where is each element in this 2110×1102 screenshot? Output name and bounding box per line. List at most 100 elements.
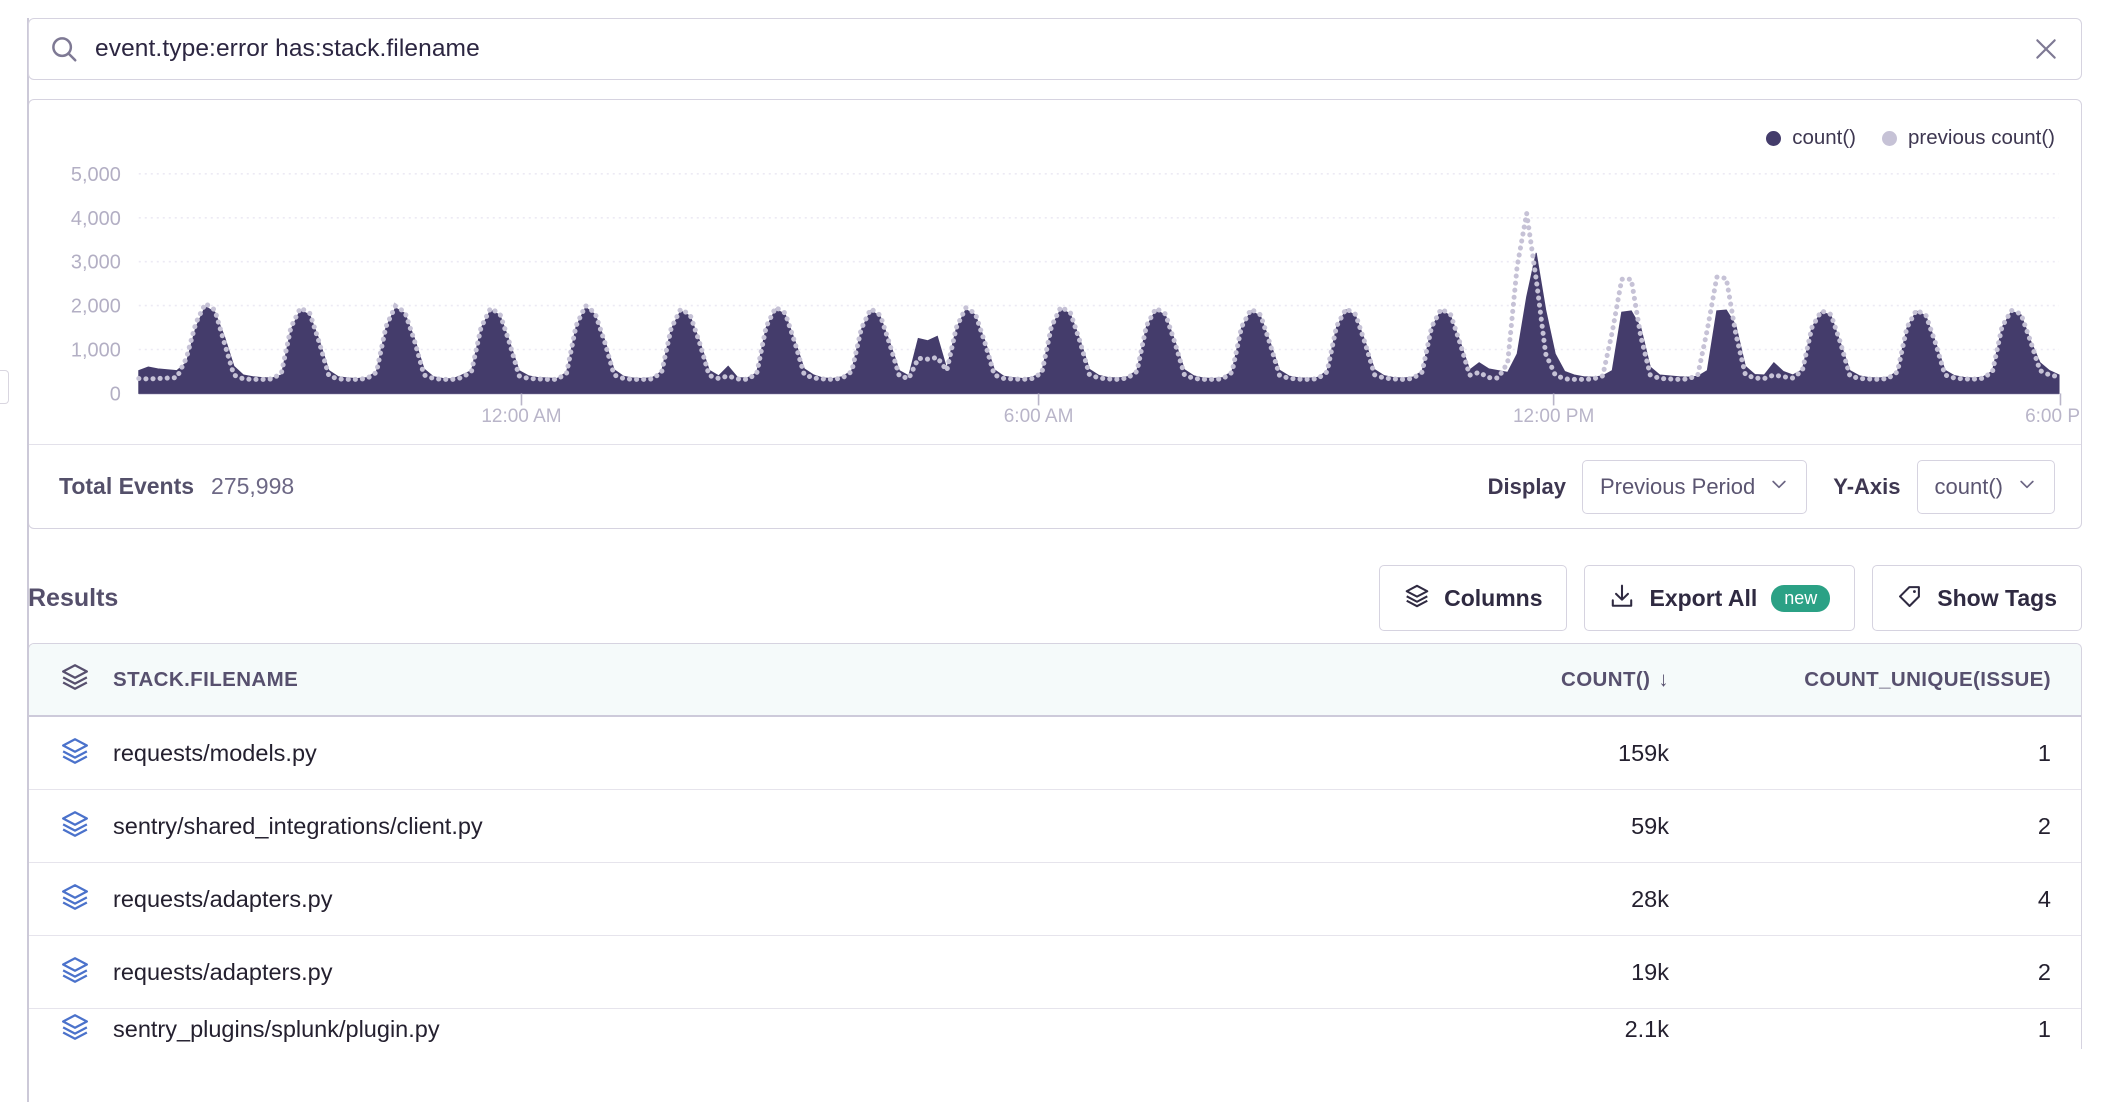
chart-controls: Display Previous Period Y-Axis count() — [1487, 459, 2055, 514]
y-axis-label: Y-Axis — [1833, 473, 1901, 499]
stack-filename-value: requests/adapters.py — [113, 885, 333, 912]
display-select[interactable]: Previous Period — [1581, 459, 1808, 514]
total-events-label: Total Events — [59, 473, 195, 499]
cell-count: 28k — [1301, 886, 1721, 913]
legend-item-count[interactable]: count() — [1766, 126, 1856, 150]
y-tick-label: 1,000 — [71, 339, 121, 361]
sort-desc-icon: ↓ — [1658, 667, 1669, 691]
columns-button[interactable]: Columns — [1379, 565, 1568, 631]
layers-icon — [1404, 583, 1430, 614]
stack-filename-value: sentry_plugins/splunk/plugin.py — [113, 1015, 440, 1042]
layers-icon — [60, 736, 90, 771]
table-body: requests/models.py 159k 1 sentry/shared_in… — [29, 717, 2081, 1049]
count-unique-value: 2 — [2037, 958, 2051, 985]
sidebar-collapse-handle[interactable] — [0, 370, 9, 404]
search-input[interactable]: event.type:error has:stack.filename — [95, 35, 480, 62]
count-value: 28k — [1631, 885, 1669, 912]
legend-label-previous-count: previous count() — [1908, 126, 2055, 149]
table-header-count-unique-issue-label: COUNT_UNIQUE(ISSUE) — [1804, 667, 2051, 691]
count-value: 59k — [1631, 812, 1669, 839]
legend-dot-count — [1766, 130, 1782, 146]
cell-count: 2.1k — [1301, 1016, 1721, 1043]
table-row[interactable]: requests/models.py 159k 1 — [29, 717, 2081, 790]
count-unique-value: 1 — [2037, 1015, 2051, 1042]
y-tick-label: 2,000 — [71, 296, 121, 318]
chart-legend: count() previous count() — [1766, 126, 2055, 150]
layers-icon — [60, 809, 90, 844]
y-axis-select[interactable]: count() — [1916, 459, 2055, 514]
total-events-value: 275,998 — [211, 473, 295, 499]
stack-filename-value: requests/adapters.py — [113, 958, 333, 985]
display-label: Display — [1487, 473, 1566, 499]
chevron-down-icon — [1769, 474, 1789, 499]
series-previous-count-line — [139, 213, 2059, 379]
chart-x-axis: 12:00 AM 6:00 AM 12:00 PM 6:00 PM — [29, 406, 2081, 434]
table-header-count[interactable]: COUNT() ↓ — [1301, 668, 1721, 692]
table-header-count-unique-issue[interactable]: COUNT_UNIQUE(ISSUE) — [1721, 668, 2081, 692]
count-unique-value: 2 — [2037, 812, 2051, 839]
y-tick-label: 5,000 — [71, 164, 121, 186]
table-header-stack-filename[interactable]: STACK.FILENAME — [29, 662, 1301, 697]
layers-icon — [60, 662, 90, 697]
display-select-value: Previous Period — [1599, 473, 1756, 499]
y-tick-label: 3,000 — [71, 252, 121, 274]
x-tick-label: 12:00 PM — [1512, 406, 1595, 427]
cell-stack-filename[interactable]: sentry/shared_integrations/client.py — [29, 809, 1301, 844]
cell-count-unique-issue: 2 — [1721, 813, 2081, 840]
cell-stack-filename[interactable]: sentry_plugins/splunk/plugin.py — [29, 1012, 1301, 1047]
events-chart[interactable]: count() previous count() 0 1,000 2,000 3,00… — [29, 100, 2081, 444]
table-row[interactable]: sentry/shared_integrations/client.py 59k 2 — [29, 790, 2081, 863]
tag-icon — [1897, 583, 1923, 614]
export-all-button[interactable]: Export All new — [1584, 565, 1856, 631]
y-tick-label: 0 — [110, 383, 121, 405]
table-header-row: STACK.FILENAME COUNT() ↓ COUNT_UNIQUE(IS… — [29, 644, 2081, 717]
cell-count-unique-issue: 1 — [1721, 740, 2081, 767]
search-bar[interactable]: event.type:error has:stack.filename — [28, 18, 2082, 80]
x-tick-label: 12:00 AM — [481, 406, 562, 427]
count-unique-value: 4 — [2037, 885, 2051, 912]
cell-count: 159k — [1301, 740, 1721, 767]
cell-stack-filename[interactable]: requests/adapters.py — [29, 882, 1301, 917]
chart-plot-area: 0 1,000 2,000 3,000 4,000 5,000 — [71, 164, 2081, 405]
layers-icon — [60, 882, 90, 917]
legend-label-count: count() — [1792, 126, 1857, 149]
table-header-stack-filename-label: STACK.FILENAME — [113, 667, 299, 691]
chart-footer: Total Events 275,998 Display Previous Pe… — [29, 444, 2081, 528]
stack-filename-value: sentry/shared_integrations/client.py — [113, 812, 483, 839]
cell-count: 59k — [1301, 813, 1721, 840]
cell-count-unique-issue: 2 — [1721, 959, 2081, 986]
new-badge: new — [1771, 584, 1831, 612]
cell-count: 19k — [1301, 959, 1721, 986]
left-rail — [27, 18, 29, 1102]
show-tags-button[interactable]: Show Tags — [1872, 565, 2082, 631]
results-table: STACK.FILENAME COUNT() ↓ COUNT_UNIQUE(IS… — [28, 643, 2082, 1049]
stack-filename-value: requests/models.py — [113, 739, 317, 766]
results-title: Results — [28, 583, 119, 612]
search-icon — [49, 34, 79, 64]
table-header-count-label: COUNT() — [1561, 667, 1651, 691]
count-value: 159k — [1618, 739, 1669, 766]
legend-dot-previous-count — [1882, 130, 1898, 146]
chevron-down-icon — [2017, 474, 2037, 499]
download-icon — [1609, 583, 1635, 614]
count-value: 2.1k — [1624, 1015, 1669, 1042]
legend-item-previous-count[interactable]: previous count() — [1882, 126, 2055, 150]
export-all-button-label: Export All — [1649, 584, 1758, 611]
discover-page: event.type:error has:stack.filename coun… — [0, 18, 2110, 1102]
x-tick-label: 6:00 AM — [1003, 406, 1074, 427]
series-count-area — [138, 252, 2060, 394]
show-tags-button-label: Show Tags — [1937, 584, 2057, 611]
cell-count-unique-issue: 4 — [1721, 886, 2081, 913]
cell-count-unique-issue: 1 — [1721, 1016, 2081, 1043]
results-actions: Columns Export All new — [1379, 565, 2082, 631]
close-icon[interactable] — [2029, 32, 2063, 66]
cell-stack-filename[interactable]: requests/adapters.py — [29, 955, 1301, 990]
table-row[interactable]: requests/adapters.py 28k 4 — [29, 863, 2081, 936]
table-row[interactable]: sentry_plugins/splunk/plugin.py 2.1k 1 — [29, 1009, 2081, 1049]
table-row[interactable]: requests/adapters.py 19k 2 — [29, 936, 2081, 1009]
y-tick-label: 4,000 — [71, 208, 121, 230]
cell-stack-filename[interactable]: requests/models.py — [29, 736, 1301, 771]
layers-icon — [60, 1012, 90, 1047]
x-tick-label: 6:00 PM — [2025, 406, 2081, 427]
chart-panel: count() previous count() 0 1,000 2,000 3,00… — [28, 99, 2082, 529]
